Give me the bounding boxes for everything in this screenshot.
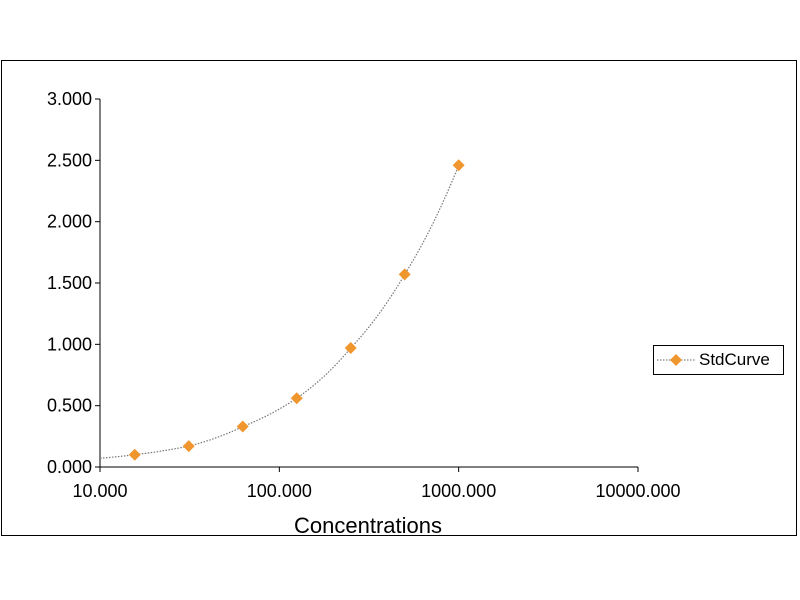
axes: [95, 98, 639, 472]
legend-marker: [670, 354, 682, 366]
x-tick-label: 100.000: [247, 481, 312, 501]
y-tick-label: 2.500: [47, 150, 92, 170]
data-point: [290, 392, 303, 405]
plot-svg: 0.000 0.500 1.000 1.500 2.000 2.500 3.000 10.00…: [47, 89, 681, 537]
data-point: [236, 420, 249, 433]
data-point: [398, 268, 411, 281]
x-axis-title: Concentrations: [294, 513, 442, 537]
x-tick-label: 10.000: [72, 481, 127, 501]
legend: StdCurve: [653, 345, 784, 375]
x-tick-label: 1000.000: [421, 481, 496, 501]
y-tick-label: 3.000: [47, 89, 92, 109]
x-tick-label: 10000.000: [595, 481, 680, 501]
y-tick-label: 2.000: [47, 212, 92, 232]
y-tick-label: 0.500: [47, 396, 92, 416]
chart-area: 0.000 0.500 1.000 1.500 2.000 2.500 3.000 10.00…: [1, 60, 797, 537]
y-tick-label: 1.500: [47, 273, 92, 293]
data-points: [128, 159, 465, 461]
data-point: [182, 440, 195, 453]
data-point: [344, 342, 357, 355]
legend-label: StdCurve: [699, 350, 770, 369]
data-point: [128, 448, 141, 461]
data-point: [452, 159, 465, 172]
trendline: [99, 164, 460, 459]
trendline-path: [99, 164, 460, 459]
y-tick-label: 1.000: [47, 334, 92, 354]
y-tick-label: 0.000: [47, 457, 92, 477]
tick-labels: 0.000 0.500 1.000 1.500 2.000 2.500 3.000 10.00…: [47, 89, 681, 501]
